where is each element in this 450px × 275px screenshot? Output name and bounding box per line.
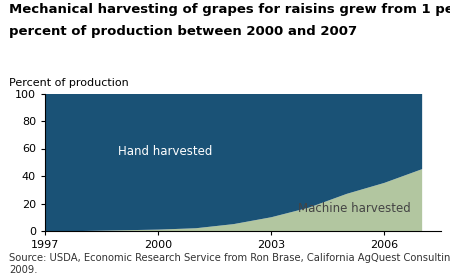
- Text: Source: USDA, Economic Research Service from Ron Brase, California AgQuest Consu: Source: USDA, Economic Research Service …: [9, 253, 450, 275]
- Text: percent of production between 2000 and 2007: percent of production between 2000 and 2…: [9, 25, 357, 38]
- Text: Mechanical harvesting of grapes for raisins grew from 1 percent to 45: Mechanical harvesting of grapes for rais…: [9, 3, 450, 16]
- Text: Machine harvested: Machine harvested: [298, 202, 411, 216]
- Text: Percent of production: Percent of production: [9, 78, 129, 88]
- Text: Hand harvested: Hand harvested: [118, 145, 213, 158]
